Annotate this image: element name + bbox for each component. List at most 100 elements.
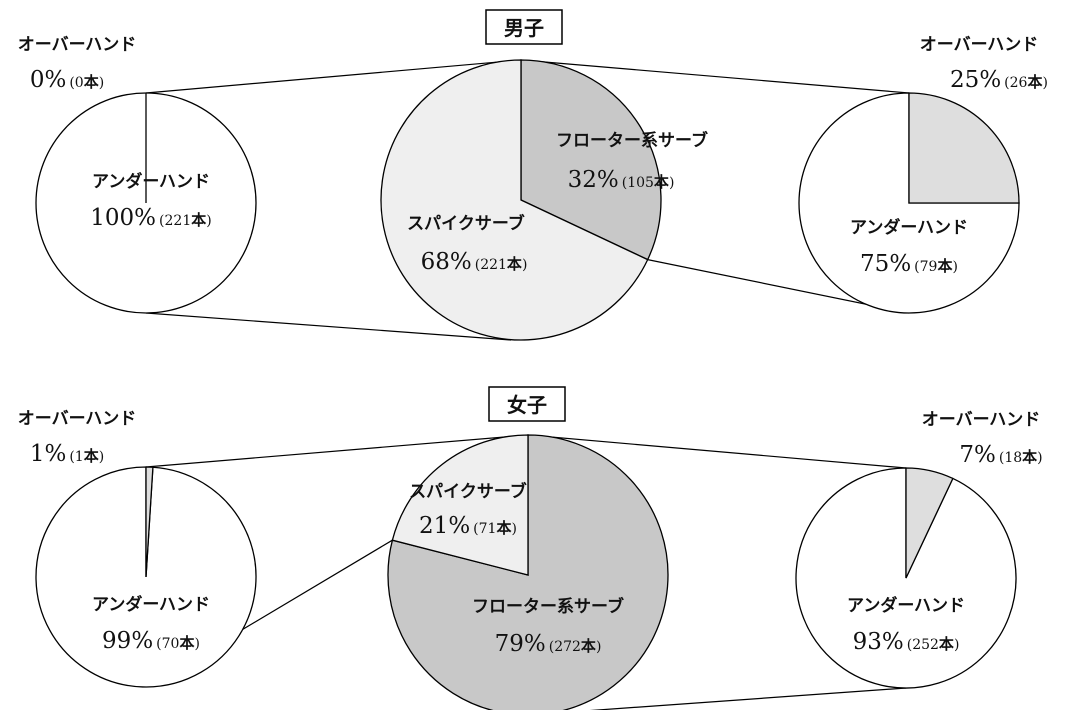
right-overhand-label: オーバーハンド (920, 35, 1039, 55)
right-overhand-value-paren-open: ( (999, 450, 1004, 466)
floater-label: フローター系サーブ (472, 596, 624, 617)
left-overhand-value-paren-close: ) (99, 449, 104, 465)
floater-value-unit: 本 (654, 173, 669, 191)
sub-pie-slice-overhand (905, 467, 954, 579)
right-overhand-value-count: 26 (1010, 75, 1028, 91)
chart-title: 男子 (504, 16, 544, 40)
chart-title-box (485, 9, 563, 45)
right-overhand-value-paren-open: ( (1004, 75, 1009, 91)
left-overhand-value-count: 0 (75, 75, 84, 91)
spike-value-unit: 本 (496, 519, 511, 537)
right-overhand-value-pct: 7% (959, 442, 996, 468)
spike-value: 21% (71本) (419, 513, 517, 539)
right-underhand-value: 75% (79本) (860, 251, 958, 277)
spike-label: スパイクサーブ (409, 481, 527, 502)
left-underhand-value-paren-close: ) (194, 636, 199, 652)
left-overhand-value-pct: 1% (30, 441, 67, 467)
left-overhand-label: オーバーハンド (18, 409, 137, 429)
right-overhand-value: 25% (26本) (950, 67, 1048, 93)
floater-value-unit: 本 (581, 637, 596, 655)
right-overhand-label: オーバーハンド (922, 410, 1041, 430)
floater-value-pct: 79% (495, 631, 546, 657)
right-underhand-value-count: 252 (912, 637, 939, 653)
left-overhand-value-paren-close: ) (99, 75, 104, 91)
right-overhand-value-unit: 本 (1022, 448, 1037, 466)
left-overhand-value-pct: 0% (30, 67, 67, 93)
right-underhand-label: アンダーハンド (847, 595, 965, 616)
left-underhand-value-paren-open: ( (156, 636, 161, 652)
right-underhand-label: アンダーハンド (850, 217, 968, 238)
right-underhand-value-count: 79 (920, 259, 938, 275)
floater-value-paren-close: ) (596, 639, 601, 655)
floater-value-count: 272 (554, 639, 581, 655)
floater-value: 79% (272本) (495, 631, 602, 657)
spike-value: 68% (221本) (421, 249, 528, 275)
main-pie-slice-floater (520, 59, 662, 261)
spike-label: スパイクサーブ (407, 213, 525, 234)
main-pie-slice-floater (387, 434, 669, 710)
left-underhand-value-count: 70 (162, 636, 180, 652)
left-overhand-value-unit: 本 (84, 447, 99, 465)
right-underhand-value-paren-close: ) (952, 259, 957, 275)
left-underhand-value-count: 221 (165, 213, 192, 229)
left-underhand-value-unit: 本 (179, 634, 194, 652)
right-underhand-value-unit: 本 (939, 635, 954, 653)
right-underhand-value-pct: 93% (853, 629, 904, 655)
floater-label: フローター系サーブ (556, 130, 708, 151)
connector-line (145, 59, 522, 94)
right-overhand-value-paren-close: ) (1042, 75, 1047, 91)
main-pie-slice-spike (391, 434, 529, 576)
left-overhand-value-unit: 本 (84, 73, 99, 91)
floater-value-count: 105 (627, 175, 654, 191)
spike-value-pct: 68% (421, 249, 472, 275)
right-underhand-value: 93% (252本) (853, 629, 960, 655)
floater-value: 32% (105本) (568, 167, 675, 193)
left-overhand-label: オーバーハンド (18, 35, 137, 55)
floater-value-paren-open: ( (549, 639, 554, 655)
sub-pie-slice-overhand (908, 92, 1020, 204)
spike-value-paren-close: ) (522, 257, 527, 273)
spike-value-count: 71 (479, 521, 497, 537)
left-underhand-value: 99% (70本) (102, 628, 200, 654)
right-underhand-value-paren-open: ( (907, 637, 912, 653)
left-underhand-label: アンダーハンド (92, 594, 210, 615)
left-overhand-value-count: 1 (75, 449, 84, 465)
right-overhand-value-count: 18 (1004, 450, 1022, 466)
right-overhand-value-pct: 25% (950, 67, 1001, 93)
floater-value-paren-open: ( (622, 175, 627, 191)
chart-title-box (488, 386, 566, 422)
left-overhand-value-paren-open: ( (69, 75, 74, 91)
right-overhand-value-unit: 本 (1027, 73, 1042, 91)
right-underhand-value-unit: 本 (937, 257, 952, 275)
spike-value-paren-open: ( (473, 521, 478, 537)
left-underhand-value-pct: 99% (102, 628, 153, 654)
main-pie-slice-spike (380, 59, 649, 341)
left-underhand-value: 100% (221本) (90, 205, 211, 231)
right-underhand-value-pct: 75% (860, 251, 911, 277)
left-underhand-value-unit: 本 (191, 211, 206, 229)
spike-value-paren-close: ) (511, 521, 516, 537)
sub-pie-slice-overhand (145, 466, 154, 578)
connector-line (589, 687, 907, 710)
left-underhand-value-paren-open: ( (159, 213, 164, 229)
right-overhand-value: 7% (18本) (959, 442, 1042, 468)
connector-line (145, 312, 512, 341)
left-underhand-value-pct: 100% (90, 205, 156, 231)
connector-line (145, 434, 529, 468)
left-overhand-value-paren-open: ( (69, 449, 74, 465)
chart-title: 女子 (507, 393, 547, 417)
right-underhand-value-paren-open: ( (914, 259, 919, 275)
spike-value-count: 221 (480, 257, 507, 273)
left-underhand-value-paren-close: ) (206, 213, 211, 229)
spike-value-unit: 本 (507, 255, 522, 273)
connector-line (520, 59, 910, 94)
right-overhand-value-paren-close: ) (1037, 450, 1042, 466)
floater-value-pct: 32% (568, 167, 619, 193)
spike-value-paren-open: ( (475, 257, 480, 273)
left-overhand-value: 0% (0本) (30, 67, 104, 93)
left-overhand-value: 1% (1本) (30, 441, 104, 467)
floater-value-paren-close: ) (669, 175, 674, 191)
connector-line (527, 434, 907, 469)
